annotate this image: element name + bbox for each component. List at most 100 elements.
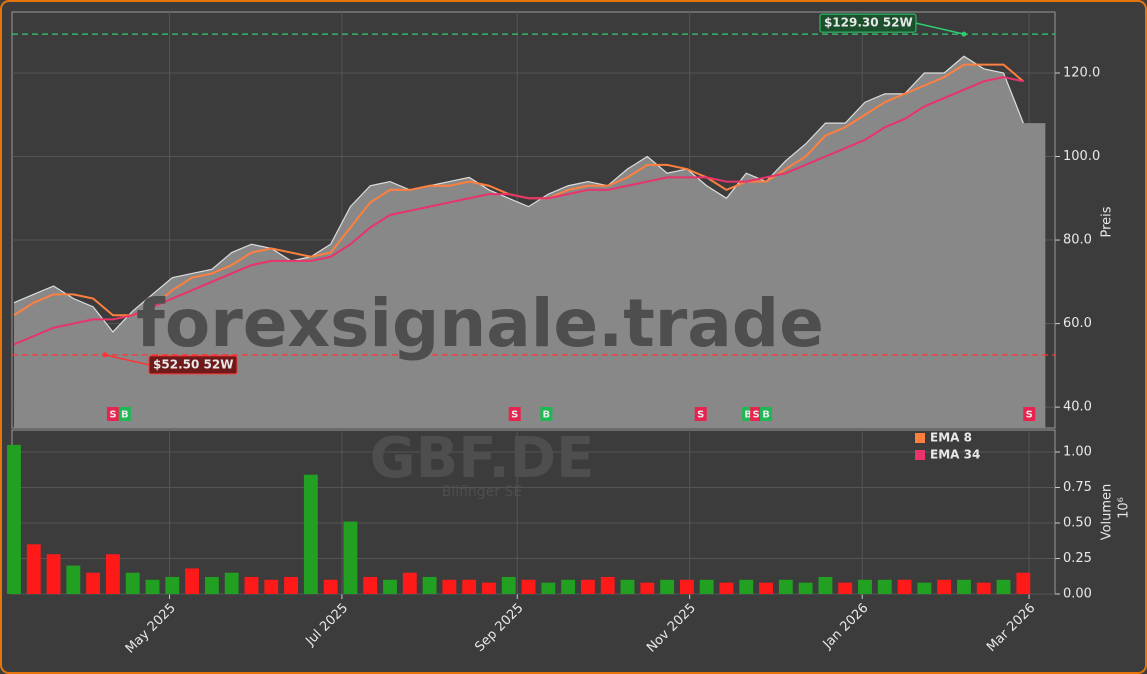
signal-label: S [511,410,518,421]
volume-bar [541,582,556,594]
legend-label: EMA 8 [930,431,972,445]
annotation-label: $129.30 52W [824,16,913,30]
signal-label: B [543,410,551,421]
y-tick-label: 120.0 [1063,65,1100,80]
volume-bar [244,576,259,594]
watermark: forexsignale.trade [136,285,824,362]
volume-bar [580,579,595,594]
volume-bar [7,444,21,594]
volume-bar [660,579,675,594]
volume-bar [422,576,437,594]
volume-bar [86,572,101,594]
volume-bar [818,576,833,594]
signal-marker [1023,407,1036,421]
volume-bar [204,576,219,594]
signal-label: B [762,410,770,421]
signal-marker [760,407,773,421]
volume-bar [46,554,61,594]
annotation-box [148,355,238,375]
volume-bar [858,579,872,594]
y-tick-label: 0.00 [1063,587,1092,602]
volume-bar [442,579,457,594]
volume-bar [778,579,793,594]
volume-bar [66,565,81,594]
y-tick-label: 0.50 [1063,516,1092,531]
volume-bar [996,579,1011,594]
signal-label: S [697,410,704,421]
axis-exponent: 10⁶ [1117,497,1132,519]
volume-bar [224,572,239,594]
volume-bar [482,582,496,594]
y-tick-label: 40.0 [1063,400,1092,415]
signal-marker [106,407,119,421]
volume-bar [877,579,892,594]
signal-marker [118,407,131,421]
volume-bar [957,579,971,594]
legend-label: EMA 34 [930,448,980,462]
volume-bar [343,521,358,594]
price-line [13,55,1024,333]
volume-bar [402,572,417,594]
annotation-point [961,31,967,37]
annotation-arrow [104,354,150,366]
volume-bar [521,579,536,594]
legend-swatch [915,433,925,443]
signal-marker [540,407,553,421]
signal-label: S [1026,410,1033,421]
y-tick-label: 0.25 [1063,551,1092,566]
volume-bar [26,544,41,594]
volume-bar [798,582,813,594]
annotation-label: $52.50 52W [153,357,233,371]
annotation-point [102,352,108,358]
ema-line [13,76,1024,346]
volume-bar [620,579,635,594]
volume-bar [462,579,477,594]
volume-bar [561,579,576,594]
volume-bar [284,576,298,594]
legend-swatch [915,450,925,460]
volume-bar [125,572,140,594]
volume-bar [303,474,318,594]
annotation-box [819,13,917,33]
volume-bar [937,579,952,594]
signal-label: S [753,410,760,421]
price-area [13,56,1046,428]
y-tick-label: 100.0 [1063,149,1100,164]
watermark: Bilfinger SE [442,484,523,500]
volume-bar [897,579,912,594]
volume-bar [917,582,932,594]
volume-bar [383,579,397,594]
signal-marker [694,407,707,421]
y-tick-label: 60.0 [1063,316,1092,331]
volume-bar [264,579,279,594]
volume-bar [699,579,714,594]
volume-bar [640,582,655,594]
watermark: GBF.DE [370,426,595,491]
volume-bar [363,576,378,594]
volume-bar [145,579,160,594]
volume-bar [185,568,200,594]
volume-bar [501,576,516,594]
volume-bar [165,576,180,594]
signal-label: S [109,410,116,421]
signal-label: B [121,410,129,421]
y-tick-label: 80.0 [1063,233,1092,248]
signal-marker [508,407,521,421]
volume-bar [600,576,615,594]
y-tick-label: 0.75 [1063,480,1092,495]
volume-bar [739,579,754,594]
volume-bar [323,579,338,594]
volume-bar [759,582,773,594]
volume-bar [976,582,991,594]
volume-panel [11,429,1056,595]
y-axis-label: Volumen [1100,484,1115,541]
y-tick-label: 1.00 [1063,445,1092,460]
volume-bar [1016,572,1031,594]
volume-bar [838,582,853,594]
volume-bar [106,554,120,594]
volume-bar [679,579,694,594]
annotation-arrow [915,22,965,35]
y-axis-label: Preis [1100,206,1115,237]
volume-bar [719,582,734,594]
